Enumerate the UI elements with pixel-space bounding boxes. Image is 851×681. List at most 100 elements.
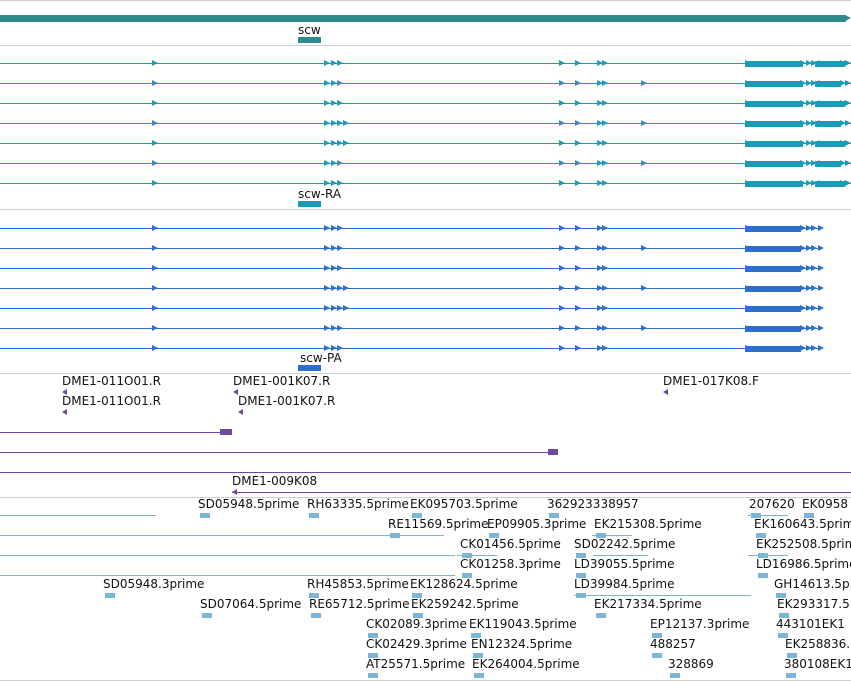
est-label[interactable]: EK217334.5prime [594, 597, 702, 611]
clone-span[interactable] [232, 492, 851, 493]
est-alignment[interactable] [404, 535, 444, 536]
gene-feature-block[interactable] [298, 37, 321, 43]
est-label[interactable]: EK259242.5prime [411, 597, 519, 611]
est-feature-block[interactable] [549, 513, 559, 518]
est-feature-block[interactable] [412, 513, 422, 518]
rna-exon-block[interactable] [745, 141, 803, 147]
est-label[interactable]: SD05948.5prime [198, 497, 300, 511]
est-feature-block[interactable] [368, 653, 378, 658]
rna-exon-block[interactable] [745, 61, 803, 67]
est-label[interactable]: RH63335.5prime [307, 497, 409, 511]
rna-transcript-row[interactable] [0, 83, 851, 84]
est-feature-block[interactable] [758, 553, 768, 558]
transcript-rna-label[interactable]: scw-RA [298, 187, 342, 201]
protein-exon-block[interactable] [745, 326, 801, 332]
est-feature-block[interactable] [758, 573, 768, 578]
est-alignment[interactable] [0, 575, 455, 576]
est-label[interactable]: SD05948.3prime [103, 577, 205, 591]
est-label[interactable]: RE11569.5prime [388, 517, 489, 531]
est-label[interactable]: LD39055.5prime [574, 557, 675, 571]
clone-span[interactable] [0, 452, 558, 453]
clone-label[interactable]: DME1-017K08.F [663, 374, 759, 388]
est-feature-block[interactable] [786, 673, 796, 678]
est-feature-block[interactable] [474, 673, 484, 678]
est-feature-block[interactable] [576, 553, 586, 558]
est-feature-block[interactable] [787, 653, 797, 658]
protein-transcript-row[interactable] [0, 288, 820, 289]
est-feature-block[interactable] [473, 653, 483, 658]
est-alignment[interactable] [457, 555, 497, 556]
rna-exon-block[interactable] [815, 61, 845, 67]
est-label[interactable]: CK02089.3prime [366, 617, 467, 631]
est-feature-block[interactable] [778, 633, 788, 638]
est-alignment[interactable] [0, 555, 455, 556]
est-alignment[interactable] [608, 555, 648, 556]
est-label[interactable]: SD02242.5prime [574, 537, 676, 551]
est-feature-block[interactable] [576, 573, 586, 578]
est-label[interactable]: 207620 [749, 497, 795, 511]
est-feature-block[interactable] [105, 593, 115, 598]
est-feature-block[interactable] [390, 533, 400, 538]
est-label[interactable]: EK215308.5prime [594, 517, 702, 531]
rna-transcript-row[interactable] [0, 163, 851, 164]
protein-exon-block[interactable] [745, 246, 801, 252]
gene-bar[interactable] [0, 15, 846, 22]
est-alignment[interactable] [748, 515, 788, 516]
protein-transcript-row[interactable] [0, 308, 820, 309]
est-label[interactable]: CK01456.5prime [460, 537, 561, 551]
est-feature-block[interactable] [489, 533, 499, 538]
est-feature-block[interactable] [311, 613, 321, 618]
clone-label[interactable]: DME1-001K07.R [238, 394, 336, 408]
clone-end-block[interactable] [548, 449, 558, 455]
rna-transcript-row[interactable] [0, 123, 851, 124]
protein-exon-block[interactable] [745, 346, 801, 352]
est-feature-block[interactable] [804, 513, 814, 518]
est-label[interactable]: AT25571.5prime [366, 657, 466, 671]
est-label[interactable]: EK0958 [802, 497, 848, 511]
rna-exon-block[interactable] [815, 81, 841, 87]
est-label[interactable]: EK160643.5prime [754, 517, 851, 531]
est-label[interactable]: EP12137.3prime [650, 617, 750, 631]
est-label[interactable]: CK02429.3prime [366, 637, 467, 651]
est-alignment[interactable] [574, 595, 751, 596]
est-feature-block[interactable] [309, 593, 319, 598]
transcript-protein-feature[interactable] [298, 365, 321, 371]
protein-exon-block[interactable] [745, 266, 801, 272]
protein-exon-block[interactable] [745, 286, 801, 292]
clone-label[interactable]: DME1-011O01.R [62, 394, 161, 408]
est-label[interactable]: EP09905.3prime [487, 517, 587, 531]
gene-label[interactable]: scw [298, 23, 321, 37]
est-label[interactable]: RH45853.5prime [307, 577, 409, 591]
est-label[interactable]: 380108EK1 [784, 657, 851, 671]
protein-transcript-row[interactable] [0, 348, 820, 349]
est-alignment[interactable] [748, 555, 788, 556]
est-label[interactable]: CK01258.3prime [460, 557, 561, 571]
est-label[interactable]: EK128624.5prime [410, 577, 518, 591]
est-feature-block[interactable] [462, 573, 472, 578]
est-label[interactable]: EK264004.5prime [472, 657, 580, 671]
transcript-protein-label[interactable]: scw-PA [300, 351, 342, 365]
est-feature-block[interactable] [596, 613, 606, 618]
est-alignment[interactable] [0, 535, 405, 536]
rna-exon-block[interactable] [815, 161, 841, 167]
rna-exon-block[interactable] [745, 81, 803, 87]
est-label[interactable]: SD07064.5prime [200, 597, 302, 611]
clone-span[interactable] [0, 472, 851, 473]
rna-exon-block[interactable] [745, 161, 803, 167]
est-feature-block[interactable] [462, 553, 472, 558]
clone-span[interactable] [0, 432, 232, 433]
est-feature-block[interactable] [368, 633, 378, 638]
est-feature-block[interactable] [471, 633, 481, 638]
est-feature-block[interactable] [412, 593, 422, 598]
est-feature-block[interactable] [309, 513, 319, 518]
est-label[interactable]: EK258836. [785, 637, 851, 651]
rna-transcript-row[interactable] [0, 103, 851, 104]
est-alignment[interactable] [0, 515, 156, 516]
protein-exon-block[interactable] [745, 306, 801, 312]
est-feature-block[interactable] [413, 613, 423, 618]
rna-exon-block[interactable] [815, 141, 845, 147]
est-feature-block[interactable] [776, 593, 786, 598]
est-feature-block[interactable] [779, 613, 789, 618]
rna-transcript-row[interactable] [0, 63, 851, 64]
protein-transcript-row[interactable] [0, 248, 820, 249]
